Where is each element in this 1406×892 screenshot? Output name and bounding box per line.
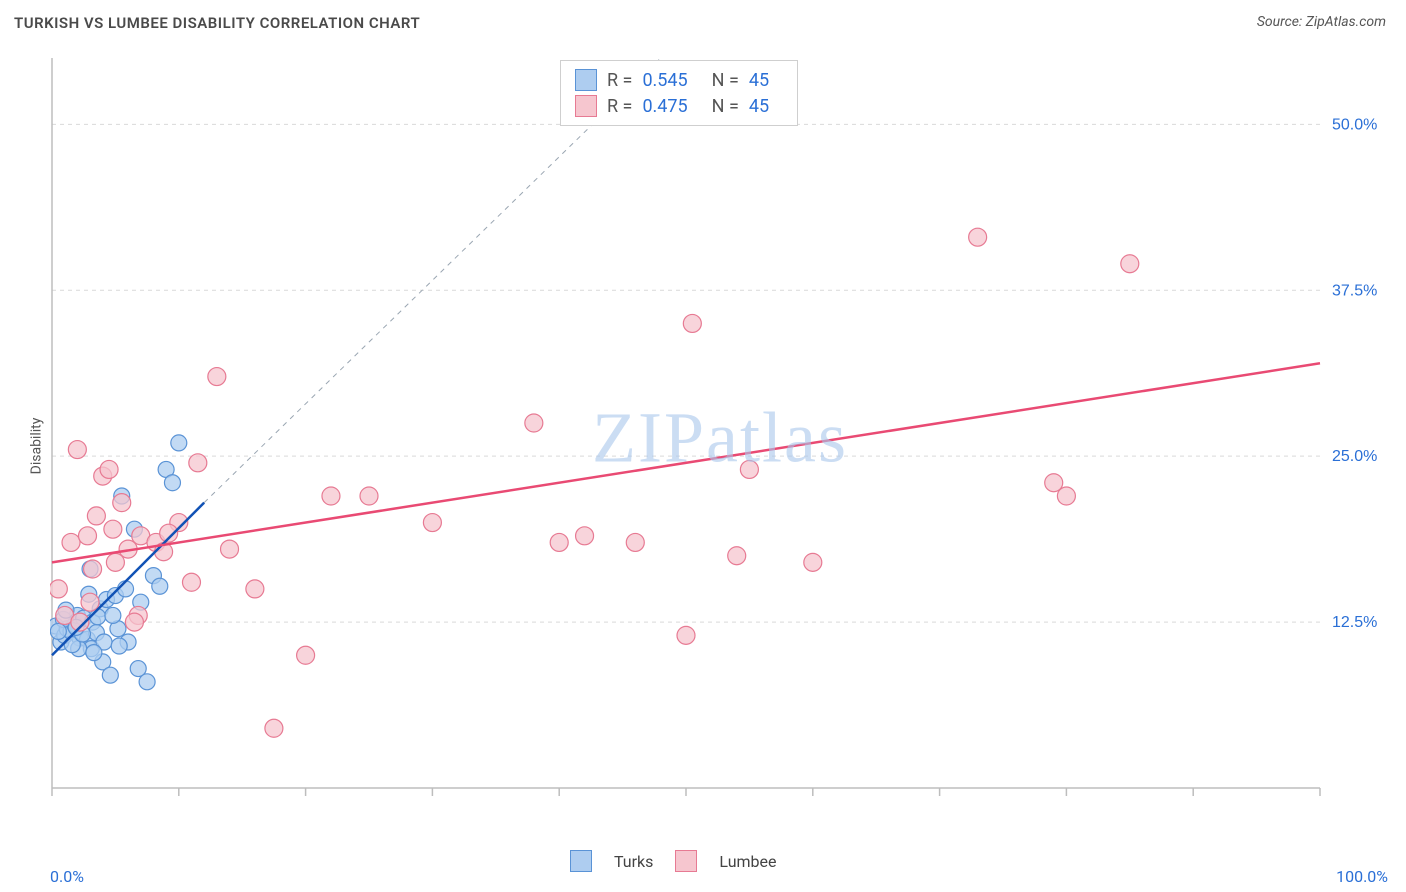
data-point [360, 487, 378, 505]
data-point [105, 607, 121, 623]
data-point [68, 441, 86, 459]
data-point [297, 646, 315, 664]
data-point [152, 578, 168, 594]
swatch-turks [575, 69, 597, 91]
data-point [50, 623, 66, 639]
data-point [50, 580, 67, 598]
data-point [111, 638, 127, 654]
data-point [118, 581, 134, 597]
data-point [969, 228, 987, 246]
data-point [1121, 255, 1139, 273]
data-point [322, 487, 340, 505]
legend-swatch-lumbee [675, 850, 697, 872]
r-label: R = [607, 96, 632, 117]
legend-label-turks: Turks [614, 852, 653, 871]
n-label: N = [712, 70, 739, 91]
data-point [221, 540, 239, 558]
data-point [265, 719, 283, 737]
data-point [208, 368, 226, 386]
x-max-label: 100.0% [1336, 867, 1388, 886]
data-point [1057, 487, 1075, 505]
data-point [525, 414, 543, 432]
legend-label-lumbee: Lumbee [719, 852, 776, 871]
stats-row-lumbee: R = 0.475 N = 45 [575, 93, 783, 119]
y-tick-label: 50.0% [1332, 116, 1377, 133]
data-point [740, 460, 758, 478]
chart-svg: 12.5% 25.0% 37.5% 50.0% [50, 48, 1390, 828]
x-min-label: 0.0% [50, 867, 84, 886]
data-point [113, 494, 131, 512]
data-point [102, 667, 118, 683]
trend-line [52, 363, 1320, 562]
stats-box: R = 0.545 N = 45 R = 0.475 N = 45 [560, 60, 798, 126]
n-value-turks: 45 [749, 70, 769, 91]
data-point [125, 613, 143, 631]
y-axis-label: Disability [28, 418, 44, 475]
data-point [189, 454, 207, 472]
data-point [626, 533, 644, 551]
source-label: Source: ZipAtlas.com [1257, 14, 1386, 30]
r-value-turks: 0.545 [642, 70, 687, 91]
data-point [81, 593, 99, 611]
data-point [804, 553, 822, 571]
data-point [100, 460, 118, 478]
y-tick-label: 37.5% [1332, 282, 1377, 299]
data-point [139, 674, 155, 690]
data-point [423, 514, 441, 532]
data-point [62, 533, 80, 551]
data-point [683, 314, 701, 332]
data-point [182, 573, 200, 591]
legend-swatch-turks [570, 850, 592, 872]
data-point [728, 547, 746, 565]
data-point [576, 527, 594, 545]
chart-container: TURKISH VS LUMBEE DISABILITY CORRELATION… [0, 0, 1406, 892]
r-label: R = [607, 70, 632, 91]
data-point [86, 645, 102, 661]
plot-area: 12.5%25.0%37.5%50.0% ZIPatlas [50, 48, 1390, 828]
stats-row-turks: R = 0.545 N = 45 [575, 67, 783, 93]
data-point [550, 533, 568, 551]
data-point [87, 507, 105, 525]
data-point [171, 435, 187, 451]
n-label: N = [712, 96, 739, 117]
r-value-lumbee: 0.475 [642, 96, 687, 117]
bottom-legend: Turks Lumbee [570, 850, 777, 872]
chart-title: TURKISH VS LUMBEE DISABILITY CORRELATION… [14, 14, 420, 32]
data-point [79, 527, 97, 545]
y-tick-label: 12.5% [1332, 614, 1377, 631]
n-value-lumbee: 45 [749, 96, 769, 117]
data-point [84, 560, 102, 578]
data-point [164, 475, 180, 491]
swatch-lumbee [575, 95, 597, 117]
y-tick-label: 25.0% [1332, 448, 1377, 465]
data-point [104, 520, 122, 538]
data-point [246, 580, 264, 598]
data-point [677, 626, 695, 644]
